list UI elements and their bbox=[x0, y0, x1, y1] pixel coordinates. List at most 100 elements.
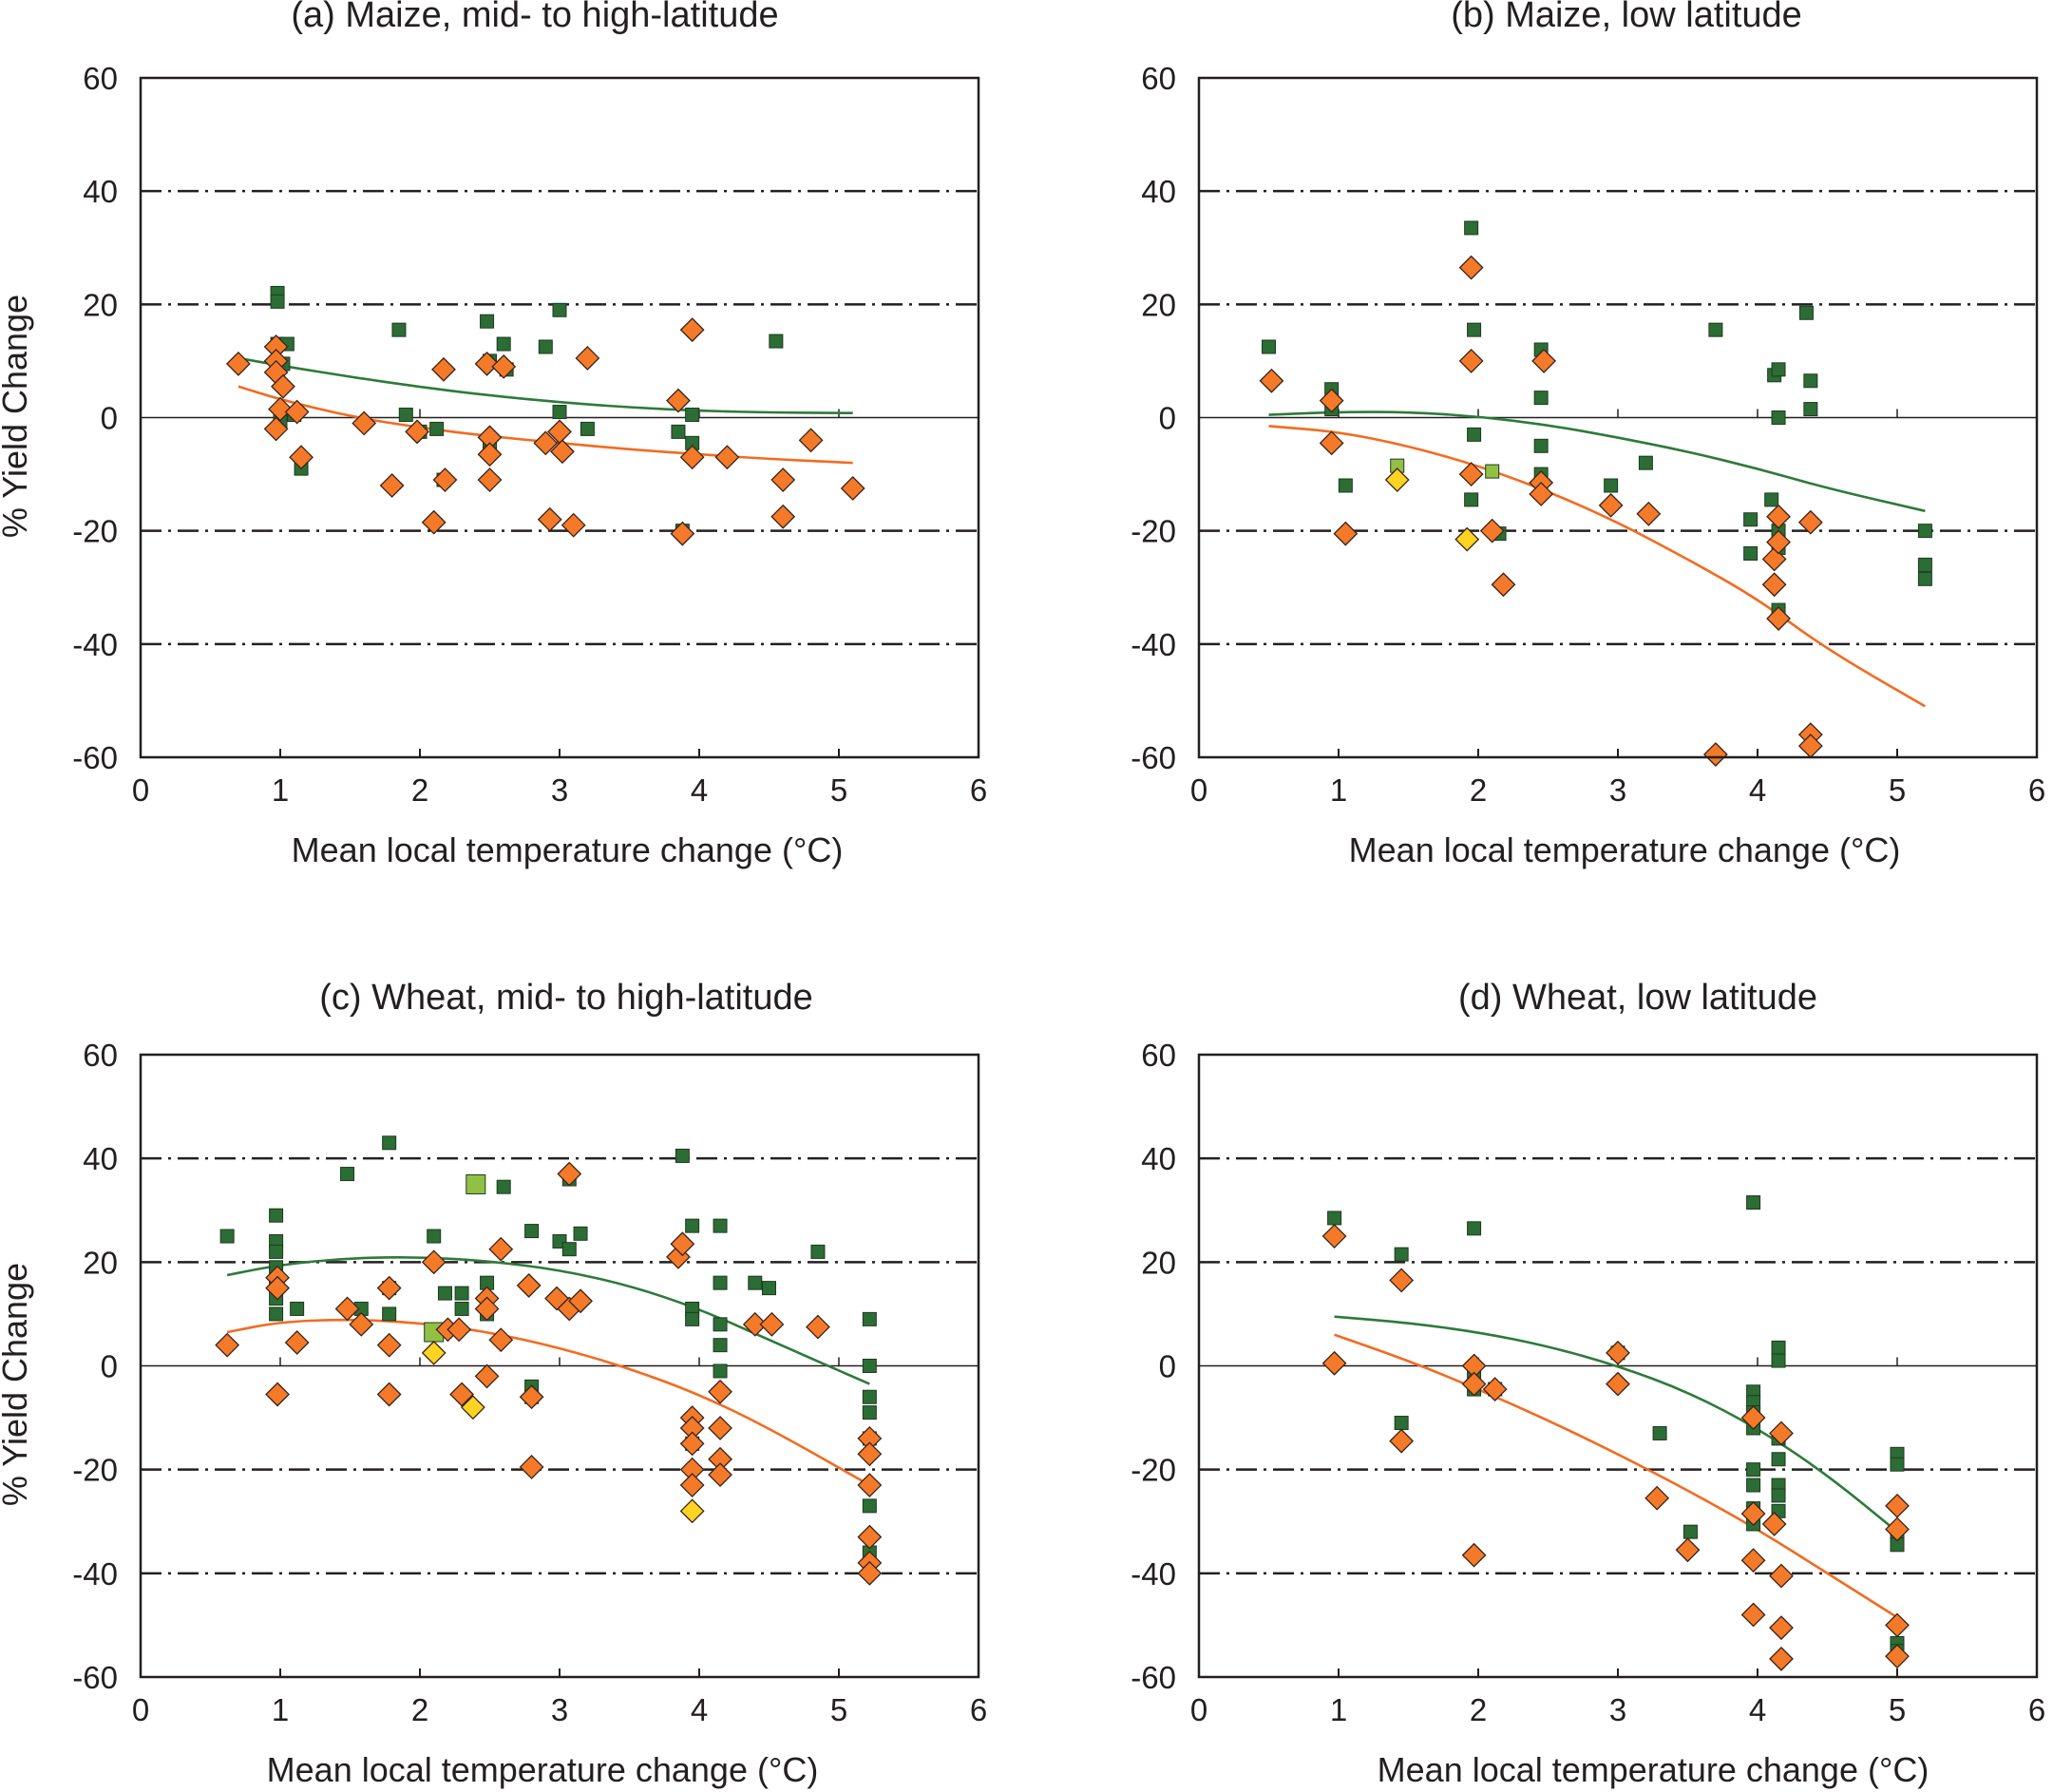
panel-d-title: (d) Wheat, low latitude bbox=[1458, 978, 1817, 1018]
panel-c-green-square-point bbox=[496, 1179, 511, 1194]
panel-b-xtick-label: 5 bbox=[1889, 772, 1906, 808]
panel-a-ylabel: % Yield Change bbox=[0, 295, 34, 538]
panel-c-orange-diamond-point bbox=[708, 1462, 732, 1488]
panel-c-orange-diamond-point bbox=[679, 1473, 705, 1497]
panel-c-orange-diamond-point bbox=[376, 1275, 402, 1301]
panel-c-orange-diamond-point bbox=[679, 1431, 705, 1457]
panel-d-green-square-point bbox=[1771, 1353, 1786, 1368]
panel-c-yellow-diamond-point bbox=[460, 1395, 485, 1420]
panel-c-green-square-point bbox=[290, 1301, 305, 1316]
panel-c-ytick-label: 0 bbox=[101, 1349, 118, 1384]
panel-d-orange-diamond-point bbox=[1740, 1405, 1766, 1431]
panel-c-orange-diamond-point bbox=[568, 1288, 593, 1314]
panel-b-green-square-point bbox=[1708, 322, 1723, 337]
panel-a-orange-diamond-point bbox=[491, 353, 517, 379]
panel-c-orange-diamond-point bbox=[519, 1455, 544, 1479]
panel-d-green-square-point bbox=[1746, 1477, 1761, 1493]
panel-b-title: (b) Maize, low latitude bbox=[1451, 0, 1802, 35]
panel-a-orange-diamond-point bbox=[770, 467, 796, 492]
panel-c-green-square-point bbox=[269, 1244, 284, 1259]
panel-b-green-square-point bbox=[1917, 557, 1932, 572]
panel-a-green-square-point bbox=[538, 339, 553, 354]
panel-d-green-fit-curve bbox=[1334, 1315, 1898, 1534]
panel-a-green-fit-curve bbox=[238, 356, 853, 415]
panel-c-xtick-label: 3 bbox=[551, 1692, 568, 1727]
panel-c-orange-diamond-point bbox=[708, 1416, 732, 1440]
panel-a-orange-diamond-point bbox=[575, 346, 600, 371]
panel-b-ytick-label: 20 bbox=[1141, 287, 1176, 322]
panel-b-green-square-point bbox=[1467, 427, 1482, 442]
panel-b-orange-diamond-point bbox=[1531, 348, 1557, 373]
panel-c-orange-diamond-point bbox=[806, 1314, 830, 1340]
panel-d-orange-diamond-point bbox=[1740, 1501, 1766, 1526]
panel-c-yellow-diamond-point bbox=[421, 1340, 447, 1365]
panel-a-xtick-label: 6 bbox=[970, 772, 987, 808]
panel-c-orange-diamond-point bbox=[557, 1161, 582, 1187]
panel-d-xtick-label: 0 bbox=[1190, 1692, 1207, 1727]
panel-c-green-square-point bbox=[685, 1311, 700, 1326]
panel-d-plot-frame bbox=[1197, 1053, 2039, 1679]
panel-b-green-square-point bbox=[1917, 524, 1932, 539]
panel-a-orange-diamond-point bbox=[537, 506, 562, 532]
panel-d-orange-diamond-point bbox=[1606, 1340, 1630, 1365]
panel-c-yellow-diamond-point bbox=[679, 1498, 705, 1524]
panel-a-ytick-label: -60 bbox=[72, 740, 118, 775]
panel-b-orange-fit-curve bbox=[1268, 425, 1927, 708]
panel-d-orange-fit-curve bbox=[1334, 1333, 1898, 1619]
panel-a-xtick-label: 0 bbox=[132, 772, 149, 808]
panel-c-orange-diamond-point bbox=[857, 1560, 883, 1586]
panel-b-orange-diamond-point bbox=[1458, 255, 1484, 280]
panel-b-ytick-label: -40 bbox=[1131, 627, 1176, 662]
panel-d-orange-diamond-point bbox=[1885, 1612, 1910, 1638]
panel-d-orange-diamond-point bbox=[1482, 1377, 1508, 1401]
panel-c-ytick-label: -60 bbox=[72, 1660, 118, 1695]
panel-c-orange-diamond-point bbox=[488, 1236, 514, 1262]
panel-d-green-square-point bbox=[1746, 1195, 1761, 1211]
panel-b-orange-diamond-point bbox=[1702, 742, 1728, 767]
panel-d-orange-diamond-point bbox=[1389, 1428, 1415, 1454]
panel-a-title: (a) Maize, mid- to high-latitude bbox=[291, 0, 778, 35]
panel-d-ytick-label: 60 bbox=[1141, 1038, 1176, 1073]
panel-d-orange-diamond-point bbox=[1885, 1644, 1910, 1669]
panel-c-orange-diamond-point bbox=[474, 1296, 500, 1322]
panel-c-green-square-point bbox=[713, 1275, 728, 1290]
panel-c-green-square-point bbox=[427, 1229, 442, 1244]
panel-b-plot-frame bbox=[1197, 76, 2039, 759]
panel-c-orange-diamond-point bbox=[488, 1327, 514, 1353]
panel-d-orange-diamond-point bbox=[1885, 1516, 1910, 1542]
panel-a-orange-diamond-point bbox=[352, 410, 377, 436]
panel-d-green-square-point bbox=[1394, 1247, 1409, 1262]
panel-a-orange-diamond-point bbox=[263, 416, 289, 442]
panel-c-green-square-point bbox=[269, 1208, 284, 1223]
panel-b-orange-diamond-point bbox=[1766, 606, 1791, 631]
panel-b-xtick-label: 0 bbox=[1190, 772, 1207, 808]
panel-c-orange-diamond-point bbox=[708, 1379, 732, 1404]
panel-b-xtick-label: 6 bbox=[2028, 772, 2045, 808]
panel-a-orange-diamond-point bbox=[798, 428, 824, 453]
panel-c-orange-diamond-point bbox=[284, 1330, 310, 1355]
panel-b-green-square-point bbox=[1771, 410, 1786, 425]
panel-c-ytick-label: 20 bbox=[83, 1245, 118, 1280]
panel-a-orange-diamond-point bbox=[679, 317, 705, 343]
panel-c-green-square-point bbox=[862, 1359, 877, 1373]
panel-d-xtick-label: 3 bbox=[1609, 1692, 1626, 1727]
panel-b-green-square-point bbox=[1604, 478, 1619, 493]
panel-d-xtick-label: 4 bbox=[1749, 1692, 1766, 1727]
panel-c-green-square-point bbox=[713, 1218, 728, 1233]
panel-b-green-square-point bbox=[1798, 305, 1814, 320]
panel-c-orange-diamond-point bbox=[349, 1311, 374, 1337]
panel-a-green-square-point bbox=[580, 421, 595, 436]
panel-c-green-square-point bbox=[685, 1218, 700, 1233]
panel-a-orange-diamond-point bbox=[666, 388, 691, 413]
panel-b: (b) Maize, low latitude Mean local tempe… bbox=[1131, 0, 2045, 869]
panel-b-orange-diamond-point bbox=[1797, 509, 1823, 535]
panel-c-green-square-point bbox=[561, 1242, 577, 1257]
panel-d-orange-diamond-point bbox=[1461, 1542, 1487, 1568]
panel-b-green-square-point bbox=[1743, 546, 1758, 561]
panel-c: (c) Wheat, mid- to high-latitude Mean lo… bbox=[0, 978, 987, 1789]
panel-a-ytick-label: 0 bbox=[101, 401, 118, 436]
panel-a-orange-diamond-point bbox=[474, 351, 500, 376]
panel-c-green-square-point bbox=[762, 1281, 776, 1296]
panel-a-ytick-label: -20 bbox=[72, 514, 118, 549]
panel-a-xtick-label: 5 bbox=[830, 772, 847, 808]
